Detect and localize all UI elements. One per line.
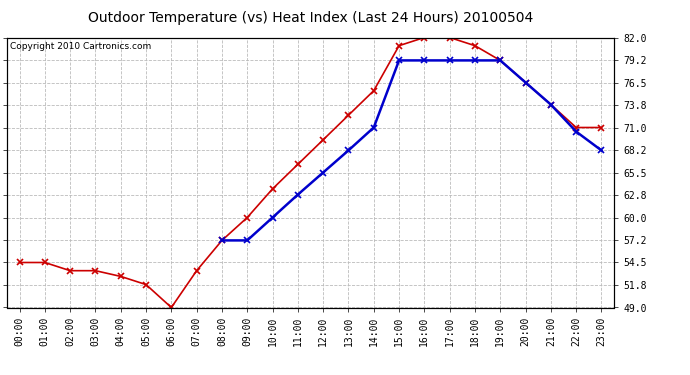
Text: Outdoor Temperature (vs) Heat Index (Last 24 Hours) 20100504: Outdoor Temperature (vs) Heat Index (Las… [88, 11, 533, 25]
Text: Copyright 2010 Cartronics.com: Copyright 2010 Cartronics.com [10, 42, 151, 51]
